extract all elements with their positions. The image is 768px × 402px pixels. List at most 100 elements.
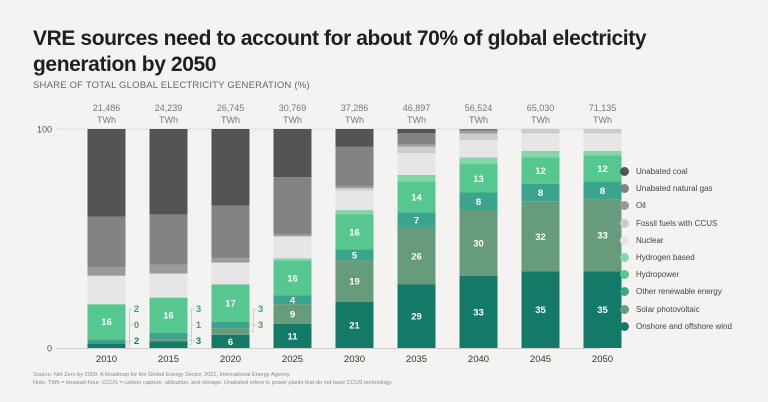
bar-segment-fossil-fuels-with-ccus [583, 129, 622, 134]
data-label-outside: 3 [258, 304, 263, 315]
data-label: 14 [411, 192, 422, 203]
bar-segment-onshore-and-offshore-wind [211, 334, 250, 348]
x-tick-label: 2045 [530, 354, 551, 365]
legend-swatch-icon [620, 201, 629, 211]
legend-label: Onshore and offshore wind [636, 321, 732, 331]
bar-segment-unabated-natural-gas [87, 216, 126, 267]
legend-item-hydropower: Hydropower [620, 266, 732, 283]
legend-item-unabated-coal: Unabated coal [620, 163, 732, 180]
chart-subtitle: SHARE OF TOTAL GLOBAL ELECTRICITY GENERA… [33, 80, 310, 91]
legend-swatch-icon [620, 218, 629, 228]
y-tick-label: 0 [47, 344, 52, 354]
bar-segment-fossil-fuels-with-ccus [335, 188, 374, 191]
bar-segment-nuclear [273, 236, 312, 259]
bar-segment-hydrogen-based [273, 258, 312, 261]
total-unit-label: TWh [593, 115, 612, 125]
bar-segment-hydropower [211, 284, 250, 322]
legend-label: Nuclear [636, 235, 664, 245]
data-label: 33 [473, 307, 484, 318]
total-value-label: 71,135 [589, 103, 617, 113]
total-value-label: 37,286 [341, 103, 369, 113]
source-note: Source: Net Zero by 2050: A Roadmap for … [33, 372, 291, 378]
bar-segment-unabated-coal [397, 129, 436, 134]
total-value-label: 24,239 [155, 103, 183, 113]
bar-segment-nuclear [335, 190, 374, 211]
bar-segment-onshore-and-offshore-wind [397, 284, 436, 348]
legend-swatch-icon [620, 270, 629, 280]
bar-segment-fossil-fuels-with-ccus [397, 146, 436, 154]
y-tick-label: 100 [37, 125, 52, 135]
bar-segment-other-renewable-energy [397, 212, 436, 228]
bar-segment-oil [397, 144, 436, 147]
total-value-label: 46,897 [403, 103, 431, 113]
bar-segment-onshore-and-offshore-wind [521, 271, 560, 348]
stacked-bar-chart: 100021,486TWh201024,239TWh201526,745TWh2… [37, 103, 622, 365]
total-value-label: 65,030 [527, 103, 555, 113]
data-label: 17 [225, 299, 236, 310]
bar-segment-nuclear [149, 273, 188, 298]
bar-segment-oil [211, 258, 250, 263]
legend-item-onshore-and-offshore-wind: Onshore and offshore wind [620, 318, 732, 335]
data-label: 21 [349, 321, 360, 332]
total-unit-label: TWh [407, 115, 426, 125]
data-label: 26 [411, 252, 422, 263]
data-label-outside: 2 [134, 336, 139, 347]
leader-line [188, 308, 195, 337]
data-label-outside: 1 [196, 320, 202, 331]
bar-segment-solar-photovoltaic [335, 260, 374, 303]
bar-segment-oil [459, 131, 498, 134]
leader-line [126, 308, 133, 342]
legend-item-unabated-natural-gas: Unabated natural gas [620, 180, 732, 197]
bar-segment-solar-photovoltaic [459, 210, 498, 276]
bar-segment-unabated-coal [335, 129, 374, 147]
data-label: 13 [473, 174, 484, 185]
data-label-outside: 0 [134, 320, 139, 331]
bar-segment-other-renewable-energy [521, 183, 560, 202]
x-tick-label: 2050 [592, 354, 613, 365]
x-tick-label: 2015 [158, 354, 179, 365]
legend-item-oil: Oil [620, 197, 732, 214]
bar-segment-other-renewable-energy [335, 249, 374, 261]
data-label: 12 [535, 166, 546, 177]
bar-segment-fossil-fuels-with-ccus [521, 129, 560, 134]
legend: Unabated coal Unabated natural gas Oil Foss… [620, 163, 732, 335]
bar-segment-hydropower [273, 260, 312, 296]
footnote: Note: TWh = terawatt-hour; CCUS = carbon… [33, 380, 393, 386]
data-label: 9 [290, 310, 295, 321]
x-tick-label: 2030 [344, 354, 365, 365]
legend-label: Hydropower [636, 270, 680, 280]
bar-segment-solar-photovoltaic [583, 199, 622, 272]
bar-segment-hydrogen-based [397, 174, 436, 182]
legend-label: Oil [636, 201, 646, 211]
data-label: 4 [290, 295, 296, 306]
bar-segment-unabated-natural-gas [397, 133, 436, 145]
leader-line [250, 308, 257, 326]
bar-segment-oil [335, 185, 374, 189]
bar-segment-hydropower [397, 181, 436, 213]
legend-label: Fossil fuels with CCUS [636, 218, 718, 228]
legend-item-solar-photovoltaic: Solar photovoltaic [620, 301, 732, 318]
bar-segment-other-renewable-energy [211, 321, 250, 329]
bar-segment-onshore-and-offshore-wind [335, 302, 374, 348]
bar-segment-fossil-fuels-with-ccus [459, 133, 498, 140]
legend-label: Unabated natural gas [636, 184, 713, 194]
legend-label: Hydrogen based [636, 253, 695, 263]
data-label-outside: 3 [196, 336, 201, 347]
data-label: 16 [101, 317, 112, 328]
data-label: 35 [597, 305, 608, 316]
bar-segment-solar-photovoltaic [273, 304, 312, 324]
chart-title: VRE sources need to account for about 70… [33, 27, 647, 76]
x-tick-label: 2025 [282, 354, 303, 365]
bar-segment-hydropower [521, 157, 560, 184]
data-label: 6 [228, 337, 233, 348]
bar-segment-hydropower [87, 304, 126, 340]
legend-swatch-icon [620, 235, 629, 245]
bar-segment-unabated-coal [149, 129, 188, 215]
data-label: 33 [597, 231, 608, 242]
bar-segment-oil [149, 264, 188, 274]
data-label: 12 [597, 164, 608, 175]
data-label: 16 [349, 227, 360, 238]
legend-item-hydrogen-based: Hydrogen based [620, 249, 732, 266]
data-label-outside: 3 [258, 320, 263, 331]
